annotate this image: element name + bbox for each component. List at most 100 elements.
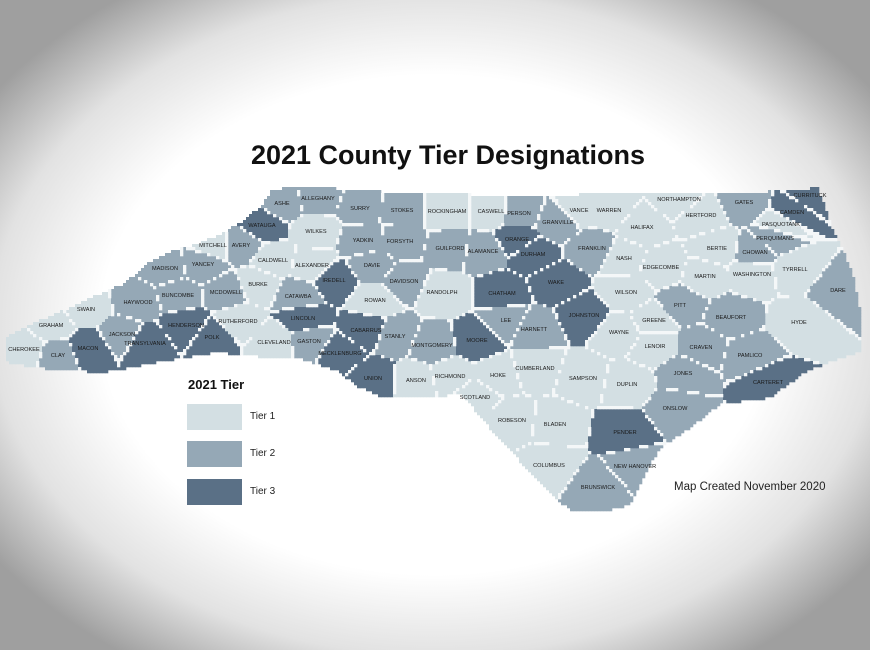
county-cell xyxy=(192,301,196,305)
county-cell xyxy=(216,271,220,275)
county-cell xyxy=(132,292,136,296)
county-cell xyxy=(132,352,136,356)
county-cell xyxy=(63,355,67,359)
county-cell xyxy=(36,358,40,362)
county-cell xyxy=(120,367,124,371)
county-cell xyxy=(363,226,367,230)
county-cell xyxy=(336,358,340,362)
county-cell xyxy=(96,337,100,341)
county-cell xyxy=(54,343,58,347)
county-cell xyxy=(327,316,331,320)
county-cell xyxy=(366,328,370,332)
county-cell xyxy=(366,271,370,275)
county-cell xyxy=(306,202,310,206)
county-cell xyxy=(393,244,397,248)
county-cell xyxy=(207,292,211,296)
county-cell xyxy=(33,361,37,365)
county-cell xyxy=(159,349,163,353)
county-cell xyxy=(369,196,373,200)
county-cell xyxy=(339,349,343,353)
county-cell xyxy=(333,289,337,293)
county-cell xyxy=(123,316,127,320)
county-cell xyxy=(342,337,346,341)
county-cell xyxy=(42,358,46,362)
county-cell xyxy=(189,253,193,257)
county-cell xyxy=(249,346,253,350)
county-cell xyxy=(411,250,415,254)
county-cell xyxy=(264,322,268,326)
county-cell xyxy=(174,256,178,260)
county-cell xyxy=(414,247,418,251)
county-cell xyxy=(228,238,232,242)
county-cell xyxy=(195,289,199,293)
county-cell xyxy=(54,316,58,320)
county-cell xyxy=(84,331,88,335)
county-cell xyxy=(378,289,382,293)
county-cell xyxy=(129,283,133,287)
county-cell xyxy=(318,283,322,287)
county-cell xyxy=(270,337,274,341)
county-cell xyxy=(138,289,142,293)
county-cell xyxy=(210,325,214,329)
county-cell xyxy=(132,364,136,368)
county-cell xyxy=(186,265,190,269)
county-cell xyxy=(414,223,418,227)
county-cell xyxy=(309,268,313,272)
county-cell xyxy=(156,283,160,287)
county-cell xyxy=(141,343,145,347)
county-cell xyxy=(396,295,400,299)
county-haywood xyxy=(111,277,163,323)
county-cell xyxy=(369,244,373,248)
county-cell xyxy=(414,232,418,236)
county-cell xyxy=(135,343,139,347)
county-cell xyxy=(246,283,250,287)
county-cell xyxy=(297,352,301,356)
county-cell xyxy=(387,211,391,215)
county-cell xyxy=(63,361,67,365)
county-cell xyxy=(174,250,178,254)
county-cell xyxy=(195,274,199,278)
county-cell xyxy=(279,214,283,218)
county-cell xyxy=(234,256,238,260)
county-cell xyxy=(111,289,115,293)
county-cell xyxy=(393,223,397,227)
county-cell xyxy=(360,241,364,245)
county-cell xyxy=(165,265,169,269)
county-cell xyxy=(357,346,361,350)
county-cell xyxy=(342,214,346,218)
county-cell xyxy=(183,319,187,323)
county-cell xyxy=(366,199,370,203)
county-cell xyxy=(237,313,241,317)
county-cell xyxy=(243,277,247,281)
county-cell xyxy=(144,319,148,323)
county-cell xyxy=(369,217,373,221)
county-cell xyxy=(366,190,370,194)
county-cell xyxy=(195,295,199,299)
county-cell xyxy=(315,244,319,248)
county-cell xyxy=(288,247,292,251)
county-cell xyxy=(213,292,217,296)
county-cell xyxy=(264,247,268,251)
county-cell xyxy=(306,259,310,263)
county-cell xyxy=(321,352,325,356)
county-cell xyxy=(177,316,181,320)
county-cell xyxy=(336,316,340,320)
county-cell xyxy=(279,253,283,257)
county-cell xyxy=(192,259,196,263)
county-cell xyxy=(255,271,259,275)
county-cell xyxy=(294,199,298,203)
county-cell xyxy=(39,343,43,347)
county-cell xyxy=(381,235,385,239)
county-cell xyxy=(294,202,298,206)
county-cell xyxy=(375,286,379,290)
county-cell xyxy=(375,340,379,344)
county-cell xyxy=(285,343,289,347)
county-cell xyxy=(213,346,217,350)
county-cell xyxy=(72,358,76,362)
county-cell xyxy=(270,202,274,206)
county-cell xyxy=(87,328,91,332)
county-cell xyxy=(288,259,292,263)
county-cell xyxy=(63,313,67,317)
county-cell xyxy=(270,235,274,239)
county-cell xyxy=(189,262,193,266)
